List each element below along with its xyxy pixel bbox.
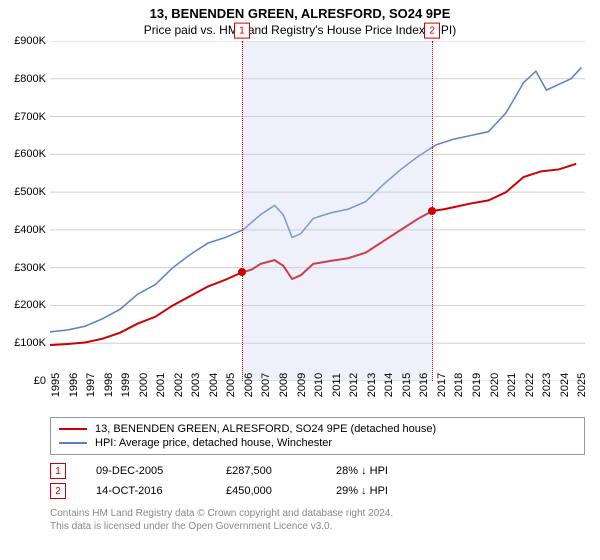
y-tick-label: £700K <box>14 111 46 123</box>
x-tick-label: 2003 <box>190 373 202 397</box>
legend-label: HPI: Average price, detached house, Winc… <box>95 437 332 449</box>
event-marker: 2 <box>424 23 440 39</box>
sale-dot <box>238 268 246 276</box>
legend-label: 13, BENENDEN GREEN, ALRESFORD, SO24 9PE … <box>95 423 436 435</box>
x-tick-label: 2019 <box>471 373 483 397</box>
x-tick-label: 2007 <box>260 373 272 397</box>
x-tick-label: 1997 <box>85 373 97 397</box>
x-tick-label: 2015 <box>401 373 413 397</box>
y-tick-label: £600K <box>14 148 46 160</box>
y-tick-label: £500K <box>14 186 46 198</box>
x-tick-label: 2005 <box>225 373 237 397</box>
footer-line-2: This data is licensed under the Open Gov… <box>50 520 585 533</box>
x-tick-label: 2008 <box>278 373 290 397</box>
legend-swatch <box>59 428 87 430</box>
x-tick-label: 2025 <box>576 373 588 397</box>
sale-date: 09-DEC-2005 <box>96 465 196 477</box>
chart-subtitle: Price paid vs. HM Land Registry's House … <box>0 21 600 41</box>
x-tick-label: 2000 <box>138 373 150 397</box>
x-tick-label: 2016 <box>418 373 430 397</box>
x-tick-label: 2012 <box>348 373 360 397</box>
series-hpi <box>50 67 581 331</box>
x-tick-label: 1996 <box>68 373 80 397</box>
plot-area: £0£100K£200K£300K£400K£500K£600K£700K£80… <box>50 41 585 381</box>
sale-price: £450,000 <box>226 485 306 497</box>
sale-date: 14-OCT-2016 <box>96 485 196 497</box>
legend-item: HPI: Average price, detached house, Winc… <box>59 436 576 450</box>
x-tick-label: 2002 <box>173 373 185 397</box>
x-tick-label: 2004 <box>208 373 220 397</box>
y-tick-label: £900K <box>14 35 46 47</box>
sale-row: 1 09-DEC-2005 £287,500 28% ↓ HPI <box>50 461 585 481</box>
x-tick-label: 2021 <box>506 373 518 397</box>
sale-dot <box>428 207 436 215</box>
sale-price: £287,500 <box>226 465 306 477</box>
chart-title: 13, BENENDEN GREEN, ALRESFORD, SO24 9PE <box>0 0 600 21</box>
x-tick-label: 2024 <box>559 373 571 397</box>
x-tick-label: 1995 <box>50 373 62 397</box>
x-tick-label: 1998 <box>103 373 115 397</box>
chart-svg <box>50 41 585 381</box>
x-tick-label: 2022 <box>524 373 536 397</box>
x-tick-label: 2011 <box>331 373 343 397</box>
x-tick-label: 2010 <box>313 373 325 397</box>
legend: 13, BENENDEN GREEN, ALRESFORD, SO24 9PE … <box>50 417 585 455</box>
x-tick-label: 2006 <box>243 373 255 397</box>
y-tick-label: £300K <box>14 262 46 274</box>
sale-marker: 2 <box>50 483 66 499</box>
legend-item: 13, BENENDEN GREEN, ALRESFORD, SO24 9PE … <box>59 422 576 436</box>
x-tick-label: 2009 <box>296 373 308 397</box>
sale-marker: 1 <box>50 463 66 479</box>
y-tick-label: £100K <box>14 337 46 349</box>
x-tick-label: 2023 <box>541 373 553 397</box>
sales-table: 1 09-DEC-2005 £287,500 28% ↓ HPI 2 14-OCT-201… <box>50 461 585 501</box>
x-tick-label: 1999 <box>120 373 132 397</box>
legend-swatch <box>59 442 87 444</box>
y-tick-label: £400K <box>14 224 46 236</box>
x-tick-label: 2013 <box>366 373 378 397</box>
x-tick-label: 2017 <box>436 373 448 397</box>
chart-container: { "title": "13, BENENDEN GREEN, ALRESFOR… <box>0 0 600 560</box>
sale-row: 2 14-OCT-2016 £450,000 29% ↓ HPI <box>50 481 585 501</box>
y-tick-label: £800K <box>14 73 46 85</box>
sale-delta: 28% ↓ HPI <box>336 465 388 477</box>
x-tick-label: 2014 <box>383 373 395 397</box>
series-property <box>50 164 576 345</box>
footer-line-1: Contains HM Land Registry data © Crown c… <box>50 507 585 520</box>
y-tick-label: £200K <box>14 299 46 311</box>
footer: Contains HM Land Registry data © Crown c… <box>50 507 585 533</box>
x-tick-label: 2020 <box>489 373 501 397</box>
x-tick-label: 2001 <box>155 373 167 397</box>
y-tick-label: £0 <box>34 375 46 387</box>
sale-delta: 29% ↓ HPI <box>336 485 388 497</box>
x-tick-label: 2018 <box>453 373 465 397</box>
event-marker: 1 <box>234 23 250 39</box>
